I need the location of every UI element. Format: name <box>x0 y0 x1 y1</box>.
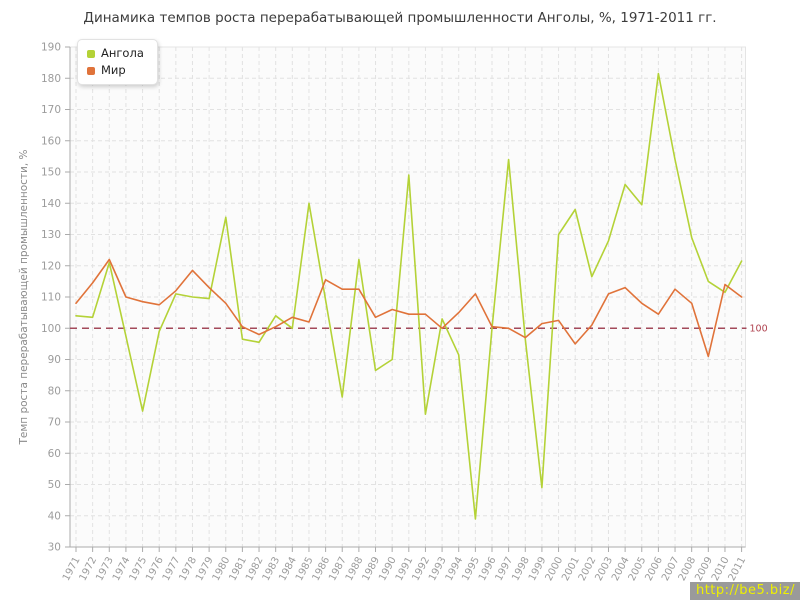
watermark-link[interactable]: http://be5.biz/ <box>689 582 800 600</box>
y-tick-label: 110 <box>41 292 61 304</box>
y-tick-label: 30 <box>48 542 61 554</box>
y-tick-label: 150 <box>41 167 61 179</box>
y-tick-label: 100 <box>41 323 61 335</box>
y-axis-title: Темп роста перерабатывающей промышленнос… <box>18 149 30 445</box>
y-tick-label: 60 <box>48 448 61 460</box>
angola-series-swatch-icon <box>87 49 95 58</box>
y-tick-label: 40 <box>48 510 61 522</box>
legend-item-angola: Ангола <box>87 45 144 62</box>
y-tick-label: 120 <box>41 260 61 272</box>
y-tick-label: 180 <box>41 73 61 85</box>
chart-title: Динамика темпов роста перерабатывающей п… <box>83 10 717 26</box>
series-line-world <box>75 258 743 358</box>
legend-item-world: Мир <box>87 62 144 79</box>
legend-label-world: Мир <box>101 63 126 77</box>
y-tick-label: 70 <box>48 417 61 429</box>
y-tick-label: 130 <box>41 229 61 241</box>
reference-line-label: 100 <box>750 323 768 334</box>
y-tick-label: 160 <box>41 135 61 147</box>
world-series-swatch-icon <box>87 66 95 75</box>
y-tick-label: 170 <box>41 104 61 116</box>
legend-label-angola: Ангола <box>101 46 144 60</box>
y-tick-label: 140 <box>41 198 61 210</box>
y-tick-label: 80 <box>48 385 61 397</box>
y-tick-label: 190 <box>41 42 61 54</box>
x-tick-label: 2011 <box>727 555 749 583</box>
legend: Ангола Мир <box>77 39 158 85</box>
y-tick-label: 90 <box>48 354 61 366</box>
series-line-angola <box>75 72 743 520</box>
y-tick-label: 50 <box>48 479 61 491</box>
